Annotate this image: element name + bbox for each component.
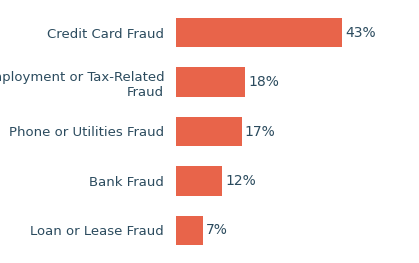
Text: 17%: 17% xyxy=(245,124,275,139)
Bar xyxy=(176,166,222,196)
Bar xyxy=(176,117,241,146)
Text: 12%: 12% xyxy=(225,174,256,188)
Text: 43%: 43% xyxy=(345,26,375,40)
Text: 7%: 7% xyxy=(206,223,228,237)
Bar xyxy=(176,67,246,97)
Bar xyxy=(176,216,203,245)
Text: 18%: 18% xyxy=(248,75,279,89)
Bar xyxy=(176,18,342,47)
